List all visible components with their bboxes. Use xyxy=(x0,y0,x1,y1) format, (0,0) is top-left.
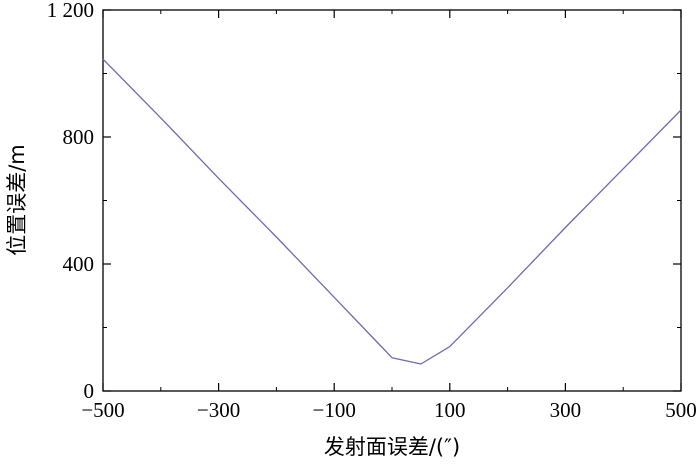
y-tick-label: 0 xyxy=(84,379,95,403)
y-tick-label: 1 200 xyxy=(47,0,94,22)
x-tick-label: 100 xyxy=(434,398,466,422)
x-axis-title: 发射面误差/(″) xyxy=(324,435,460,459)
series-line xyxy=(102,58,682,365)
x-tick-label: 300 xyxy=(550,398,582,422)
plot-frame xyxy=(102,9,682,392)
x-tick-label: 500 xyxy=(665,398,697,422)
x-tick-label: −100 xyxy=(313,398,356,422)
y-axis-ticks: 0 400 800 1 200 xyxy=(47,0,681,403)
series-layer xyxy=(102,58,682,365)
y-tick-label: 400 xyxy=(63,252,95,276)
y-axis-title: 位置误差/m xyxy=(5,144,29,256)
y-tick-label: 800 xyxy=(63,125,95,149)
x-tick-label: −300 xyxy=(197,398,240,422)
x-tick-label: −500 xyxy=(81,398,124,422)
x-axis-ticks: −500 −300 −100 100 300 500 xyxy=(81,10,697,422)
